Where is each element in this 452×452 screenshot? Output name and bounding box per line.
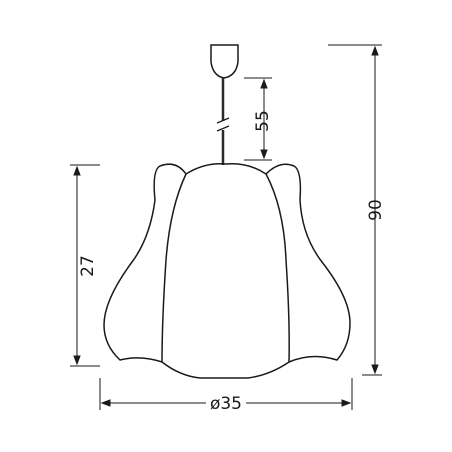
pendant-cord [216, 78, 230, 165]
total-height-label: 90 [366, 199, 386, 221]
shade-height-dimension [70, 164, 100, 367]
shade-height-label: 27 [78, 255, 98, 277]
total-height-dimension [328, 44, 382, 376]
lamp-shade [103, 162, 351, 379]
shade-diameter-label: ø35 [210, 394, 242, 414]
ceiling-canopy [210, 44, 239, 79]
cord-length-dimension [244, 77, 272, 161]
cord-length-label: 55 [253, 110, 273, 132]
